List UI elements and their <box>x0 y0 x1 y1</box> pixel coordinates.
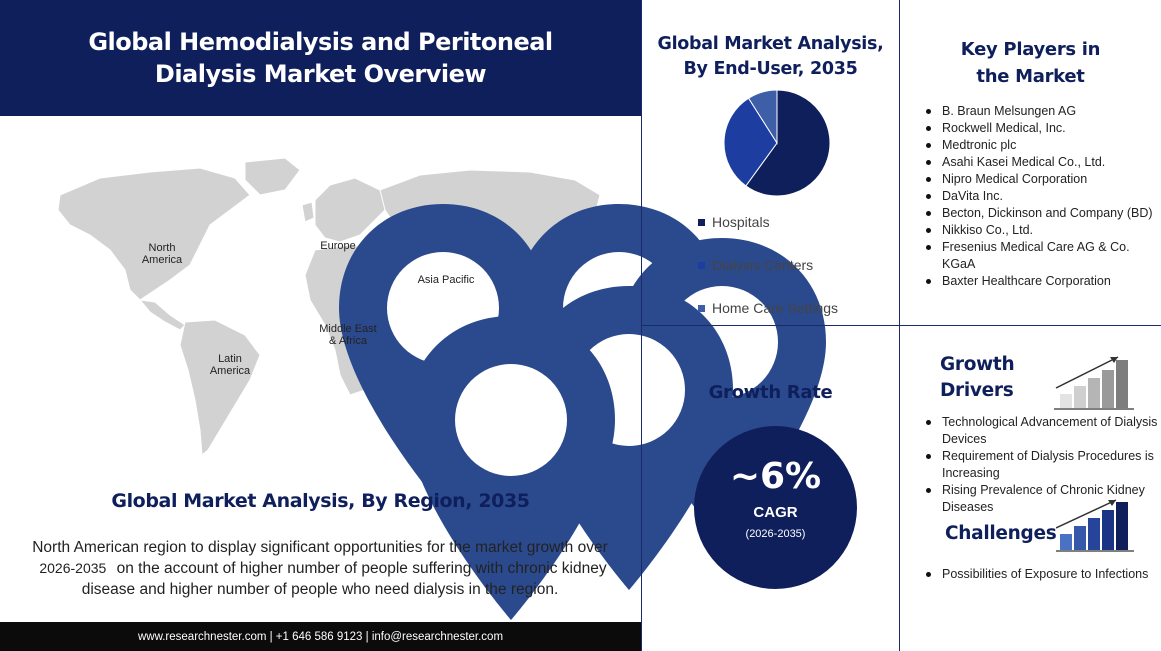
region-label-line: & Africa <box>329 335 367 347</box>
challenges-title: Challenges <box>945 523 1057 544</box>
list-item: Medtronic plc <box>924 137 1156 154</box>
legend-label: Home Care Settings <box>712 300 839 316</box>
list-item: Asahi Kasei Medical Co., Ltd. <box>924 154 1156 171</box>
key-players-panel: Key Players in the Market B. Braun Melsu… <box>900 0 1161 325</box>
footer-contact: www.researchnester.com | +1 646 586 9123… <box>0 622 641 651</box>
cagr-value: ~6% <box>729 456 822 497</box>
pie-slice-home-care-settings <box>747 89 778 145</box>
legend-item-home-care: Home Care Settings <box>698 300 898 316</box>
region-label-line: North <box>148 242 176 254</box>
region-label-line: Europe <box>320 240 356 252</box>
growth-rate-title: Growth Rate <box>708 382 833 403</box>
key-players-title-line: the Market <box>976 66 1085 87</box>
list-item: Nikkiso Co., Ltd. <box>924 222 1156 239</box>
region-label-line: Middle East <box>319 323 377 335</box>
legend-swatch-dialysis-centers <box>698 261 705 269</box>
key-players-list: B. Braun Melsungen AG Rockwell Medical, … <box>924 103 1156 290</box>
latin-america-pin-icon <box>407 316 615 620</box>
region-analysis-description: North American region to display signifi… <box>20 537 620 600</box>
drivers-challenges-panel: Growth Drivers Technological Advancement… <box>900 326 1161 651</box>
legend-item-hospitals: Hospitals <box>698 214 898 230</box>
growth-drivers-list: Technological Advancement of Dialysis De… <box>924 414 1158 516</box>
world-map: North America Europe Asia Pacific Latin … <box>30 150 826 620</box>
left-column: Global Hemodialysis and Peritoneal Dialy… <box>0 0 826 651</box>
pie-slice-dialysis-centers <box>723 97 778 187</box>
cagr-period: (2026-2035) <box>745 528 806 540</box>
growth-drivers-title-line: Growth <box>940 354 1015 375</box>
region-label-latin-america: Latin America <box>204 353 256 377</box>
legend-item-dialysis-centers: Dialysis Centers <box>698 257 898 273</box>
end-user-title: Global Market Analysis, By End-User, 203… <box>642 32 899 82</box>
list-item: Baxter Healthcare Corporation <box>924 273 1156 290</box>
growth-rate-panel: Growth Rate ~6% CAGR (2026-2035) <box>642 326 899 651</box>
growth-drivers-title-line: Drivers <box>940 380 1014 401</box>
end-user-title-line: Global Market Analysis, <box>657 34 884 54</box>
divider-horizontal <box>641 325 1161 326</box>
key-players-title: Key Players in the Market <box>900 36 1161 90</box>
key-players-title-line: Key Players in <box>960 39 1101 60</box>
pie-slice-hospitals <box>745 89 831 197</box>
region-desc-post: on the account of higher number of peopl… <box>81 560 607 598</box>
region-desc-years: 2026-2035 <box>39 560 107 576</box>
region-label-line: Latin <box>218 353 242 365</box>
end-user-title-line: By End-User, 2035 <box>683 59 858 79</box>
growth-drivers-title: Growth Drivers <box>940 352 1015 404</box>
legend-swatch-home-care <box>698 304 705 312</box>
region-label-europe: Europe <box>310 240 366 252</box>
list-item: Rising Prevalence of Chronic Kidney Dise… <box>924 482 1158 516</box>
list-item: B. Braun Melsungen AG <box>924 103 1156 120</box>
end-user-panel: Global Market Analysis, By End-User, 203… <box>642 0 899 325</box>
region-label-line: Asia Pacific <box>417 274 475 286</box>
region-label-asia-pacific: Asia Pacific <box>406 274 486 286</box>
end-user-pie-chart <box>723 89 831 197</box>
list-item: Possibilities of Exposure to Infections <box>924 566 1158 583</box>
list-item: Nipro Medical Corporation <box>924 171 1156 188</box>
region-label-line: America <box>209 365 251 377</box>
region-label-middle-east-africa: Middle East & Africa <box>310 323 386 347</box>
region-label-line: America <box>141 254 183 266</box>
challenges-bars-icon <box>1056 499 1134 552</box>
list-item: Becton, Dickinson and Company (BD) <box>924 205 1156 222</box>
region-label-north-america: North America <box>134 242 190 266</box>
list-item: Rockwell Medical, Inc. <box>924 120 1156 137</box>
list-item: Technological Advancement of Dialysis De… <box>924 414 1158 448</box>
title-banner: Global Hemodialysis and Peritoneal Dialy… <box>0 0 641 116</box>
legend-label: Dialysis Centers <box>712 257 814 273</box>
growth-bars-icon <box>1054 356 1134 410</box>
region-desc-pre: North American region to display signifi… <box>32 539 608 556</box>
legend-label: Hospitals <box>712 214 770 230</box>
cagr-label: CAGR <box>753 504 798 521</box>
list-item: Requirement of Dialysis Procedures is In… <box>924 448 1158 482</box>
list-item: DaVita Inc. <box>924 188 1156 205</box>
cagr-circle: ~6% CAGR (2026-2035) <box>694 426 857 589</box>
list-item: Fresenius Medical Care AG & Co. KGaA <box>924 239 1156 273</box>
challenges-list: Possibilities of Exposure to Infections <box>924 566 1158 583</box>
page-title: Global Hemodialysis and Peritoneal Dialy… <box>88 28 553 88</box>
region-analysis-title: Global Market Analysis, By Region, 2035 <box>111 490 530 512</box>
legend-swatch-hospitals <box>698 218 705 226</box>
